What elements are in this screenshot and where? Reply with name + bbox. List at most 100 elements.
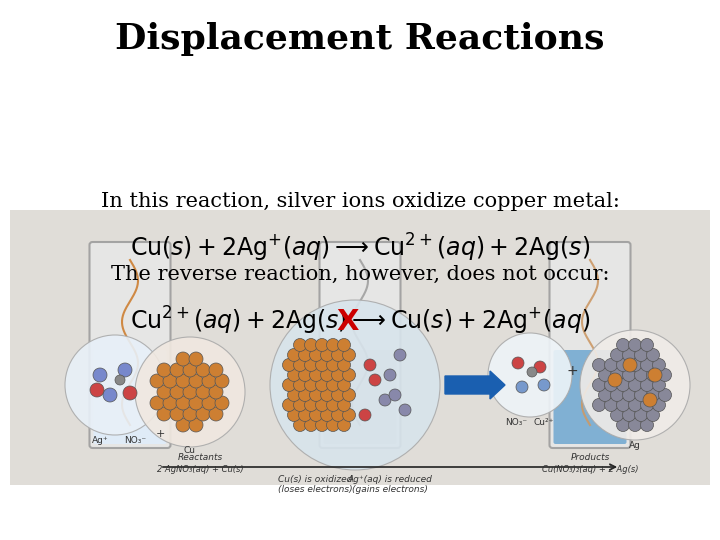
Circle shape (623, 368, 636, 381)
FancyBboxPatch shape (549, 242, 631, 448)
Circle shape (593, 399, 606, 411)
Circle shape (310, 368, 323, 381)
Circle shape (310, 388, 323, 402)
Text: Displacement Reactions: Displacement Reactions (115, 22, 605, 56)
Circle shape (93, 368, 107, 382)
Circle shape (359, 409, 371, 421)
Circle shape (629, 339, 642, 352)
Circle shape (326, 339, 340, 352)
Circle shape (659, 368, 672, 381)
Circle shape (598, 368, 611, 381)
Text: $\mathrm{Cu}^{2+}(aq) + 2\mathrm{Ag}(s) \longrightarrow \mathrm{Cu}(s) + 2\mathr: $\mathrm{Cu}^{2+}(aq) + 2\mathrm{Ag}(s) … (130, 305, 590, 337)
Circle shape (331, 368, 344, 381)
Circle shape (305, 418, 318, 431)
Text: Products: Products (570, 453, 610, 462)
Circle shape (209, 385, 223, 399)
Circle shape (647, 408, 660, 422)
Circle shape (287, 368, 300, 381)
Circle shape (315, 359, 328, 372)
Circle shape (623, 388, 636, 402)
Text: +: + (156, 429, 165, 439)
Text: +: + (566, 364, 578, 378)
Text: Ag⁺: Ag⁺ (91, 436, 108, 445)
Circle shape (343, 368, 356, 381)
Circle shape (294, 339, 307, 352)
Circle shape (379, 394, 391, 406)
Circle shape (338, 339, 351, 352)
Circle shape (634, 408, 647, 422)
Circle shape (616, 379, 629, 392)
Circle shape (305, 379, 318, 392)
Circle shape (331, 388, 344, 402)
Circle shape (189, 396, 203, 410)
Circle shape (343, 408, 356, 422)
Circle shape (647, 348, 660, 361)
Text: $\mathrm{Cu}(s) + 2\mathrm{Ag}^{+}(aq) \longrightarrow \mathrm{Cu}^{2+}(aq) + 2\: $\mathrm{Cu}(s) + 2\mathrm{Ag}^{+}(aq) \… (130, 232, 590, 264)
Circle shape (215, 374, 229, 388)
Circle shape (616, 399, 629, 411)
Circle shape (611, 348, 624, 361)
Circle shape (331, 348, 344, 361)
Circle shape (616, 418, 629, 431)
Circle shape (629, 379, 642, 392)
Circle shape (176, 374, 190, 388)
Circle shape (320, 388, 333, 402)
Circle shape (538, 379, 550, 391)
Circle shape (652, 399, 665, 411)
Circle shape (326, 418, 340, 431)
Circle shape (118, 363, 132, 377)
Circle shape (605, 379, 618, 392)
Circle shape (176, 418, 190, 432)
Circle shape (123, 386, 137, 400)
FancyBboxPatch shape (554, 350, 626, 444)
Circle shape (189, 352, 203, 366)
Circle shape (135, 337, 245, 447)
Circle shape (338, 359, 351, 372)
Circle shape (394, 349, 406, 361)
Circle shape (647, 368, 660, 381)
Circle shape (163, 374, 177, 388)
Text: The reverse reaction, however, does not occur:: The reverse reaction, however, does not … (111, 265, 609, 284)
Circle shape (202, 374, 216, 388)
Circle shape (326, 359, 340, 372)
Circle shape (157, 385, 171, 399)
Circle shape (282, 359, 295, 372)
Circle shape (534, 361, 546, 373)
Circle shape (326, 379, 340, 392)
Circle shape (305, 399, 318, 411)
Circle shape (369, 374, 381, 386)
Circle shape (209, 407, 223, 421)
Circle shape (488, 333, 572, 417)
Circle shape (176, 352, 190, 366)
Circle shape (320, 368, 333, 381)
Circle shape (282, 379, 295, 392)
Circle shape (611, 388, 624, 402)
Circle shape (310, 348, 323, 361)
Circle shape (629, 399, 642, 411)
Text: (loses electrons): (loses electrons) (278, 485, 352, 494)
FancyBboxPatch shape (89, 242, 171, 448)
Text: Cu²⁺: Cu²⁺ (534, 418, 554, 427)
Text: Cu(s) is oxidized: Cu(s) is oxidized (278, 475, 352, 484)
Circle shape (364, 359, 376, 371)
Circle shape (282, 399, 295, 411)
Circle shape (634, 388, 647, 402)
Circle shape (641, 359, 654, 372)
Text: Cu(NO₃)₂(aq) + 2 Ag(s): Cu(NO₃)₂(aq) + 2 Ag(s) (541, 465, 638, 474)
Circle shape (623, 358, 637, 372)
Circle shape (315, 418, 328, 431)
Circle shape (170, 407, 184, 421)
Circle shape (170, 385, 184, 399)
Circle shape (196, 363, 210, 377)
Circle shape (315, 339, 328, 352)
Text: (gains electrons): (gains electrons) (352, 485, 428, 494)
Circle shape (338, 418, 351, 431)
Circle shape (593, 379, 606, 392)
Circle shape (641, 399, 654, 411)
Circle shape (299, 368, 312, 381)
Circle shape (315, 399, 328, 411)
Circle shape (338, 379, 351, 392)
Circle shape (326, 399, 340, 411)
Circle shape (299, 388, 312, 402)
Circle shape (331, 408, 344, 422)
